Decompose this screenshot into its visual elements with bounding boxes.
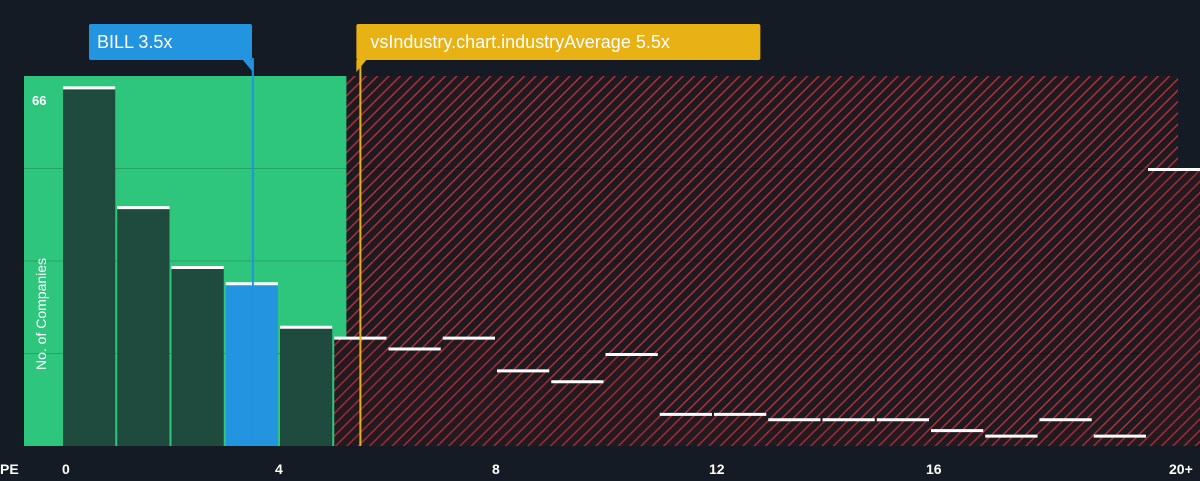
- company-label: BILL 3.5x: [97, 32, 172, 52]
- bar-pe-9: [551, 380, 604, 446]
- x-tick-label: 16: [926, 461, 942, 476]
- bar-pe-13: [768, 418, 821, 446]
- bar-pe-18: [1039, 418, 1092, 446]
- bar-pe-17: [985, 435, 1038, 446]
- bar-pe-14: [822, 418, 875, 446]
- bar-pe-4: [280, 326, 333, 446]
- bar-pe-0: [63, 86, 116, 446]
- bar-pe-2: [171, 266, 224, 446]
- bar-pe-19: [1093, 435, 1146, 446]
- x-tick-label: 4: [275, 461, 283, 476]
- company-callout: [89, 24, 252, 60]
- x-tick-label: 8: [492, 461, 500, 476]
- bar-pe-8: [497, 369, 550, 446]
- bar-pe-1: [117, 206, 170, 446]
- y-max-label: 66: [32, 93, 46, 108]
- y-axis-label: No. of Companies: [33, 258, 49, 370]
- bar-pe-6: [388, 348, 441, 446]
- x-axis-ticks: 0 4 8 12 16 20+: [62, 461, 1193, 477]
- bar-pe-7: [442, 337, 495, 446]
- bar-pe-20: [1148, 168, 1200, 446]
- x-tick-label: 12: [709, 461, 725, 476]
- bar-pe-12: [714, 413, 767, 446]
- x-tick-label: 0: [62, 461, 70, 476]
- bar-pe-10: [605, 353, 658, 446]
- x-axis-label: PE: [0, 461, 19, 476]
- bar-pe-15: [876, 418, 929, 446]
- company-callout-tail: [242, 60, 253, 72]
- markers: vsIndustry.chart.industryAverage 5.5x BIL…: [89, 24, 761, 446]
- industry-average-callout-tail: [356, 60, 367, 72]
- industry-average-callout: [356, 24, 761, 60]
- x-tick-label: 20+: [1169, 461, 1193, 476]
- industry-average-label: vsIndustry.chart.industryAverage 5.5x: [370, 32, 669, 52]
- bar-pe-16: [931, 429, 984, 446]
- bar-pe-11: [659, 413, 712, 446]
